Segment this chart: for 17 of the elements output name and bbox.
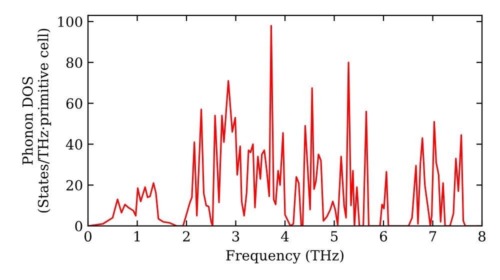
x-tick-label: 5 (331, 231, 338, 242)
x-tick-label: 8 (478, 231, 486, 242)
x-axis-title: Frequency (THz) (226, 250, 344, 264)
x-tick-label: 4 (281, 231, 289, 242)
y-tick-label: 80 (66, 57, 82, 68)
y-tick-label: 20 (66, 180, 82, 191)
x-tick-label: 6 (380, 231, 388, 242)
y-tick-label: 0 (75, 220, 82, 232)
y-tick-label: 60 (66, 98, 82, 109)
x-tick-label: 2 (183, 231, 190, 242)
y-tick-label: 40 (66, 139, 82, 150)
x-tick-label: 1 (134, 231, 140, 242)
x-tick-label: 3 (232, 231, 240, 242)
x-tick-label: 7 (430, 231, 436, 242)
y-tick-label: 100 (58, 16, 82, 28)
x-tick-label: 0 (84, 231, 92, 242)
y-axis-title: Phonon DOS (States/THz·primitive cell) (22, 28, 52, 213)
